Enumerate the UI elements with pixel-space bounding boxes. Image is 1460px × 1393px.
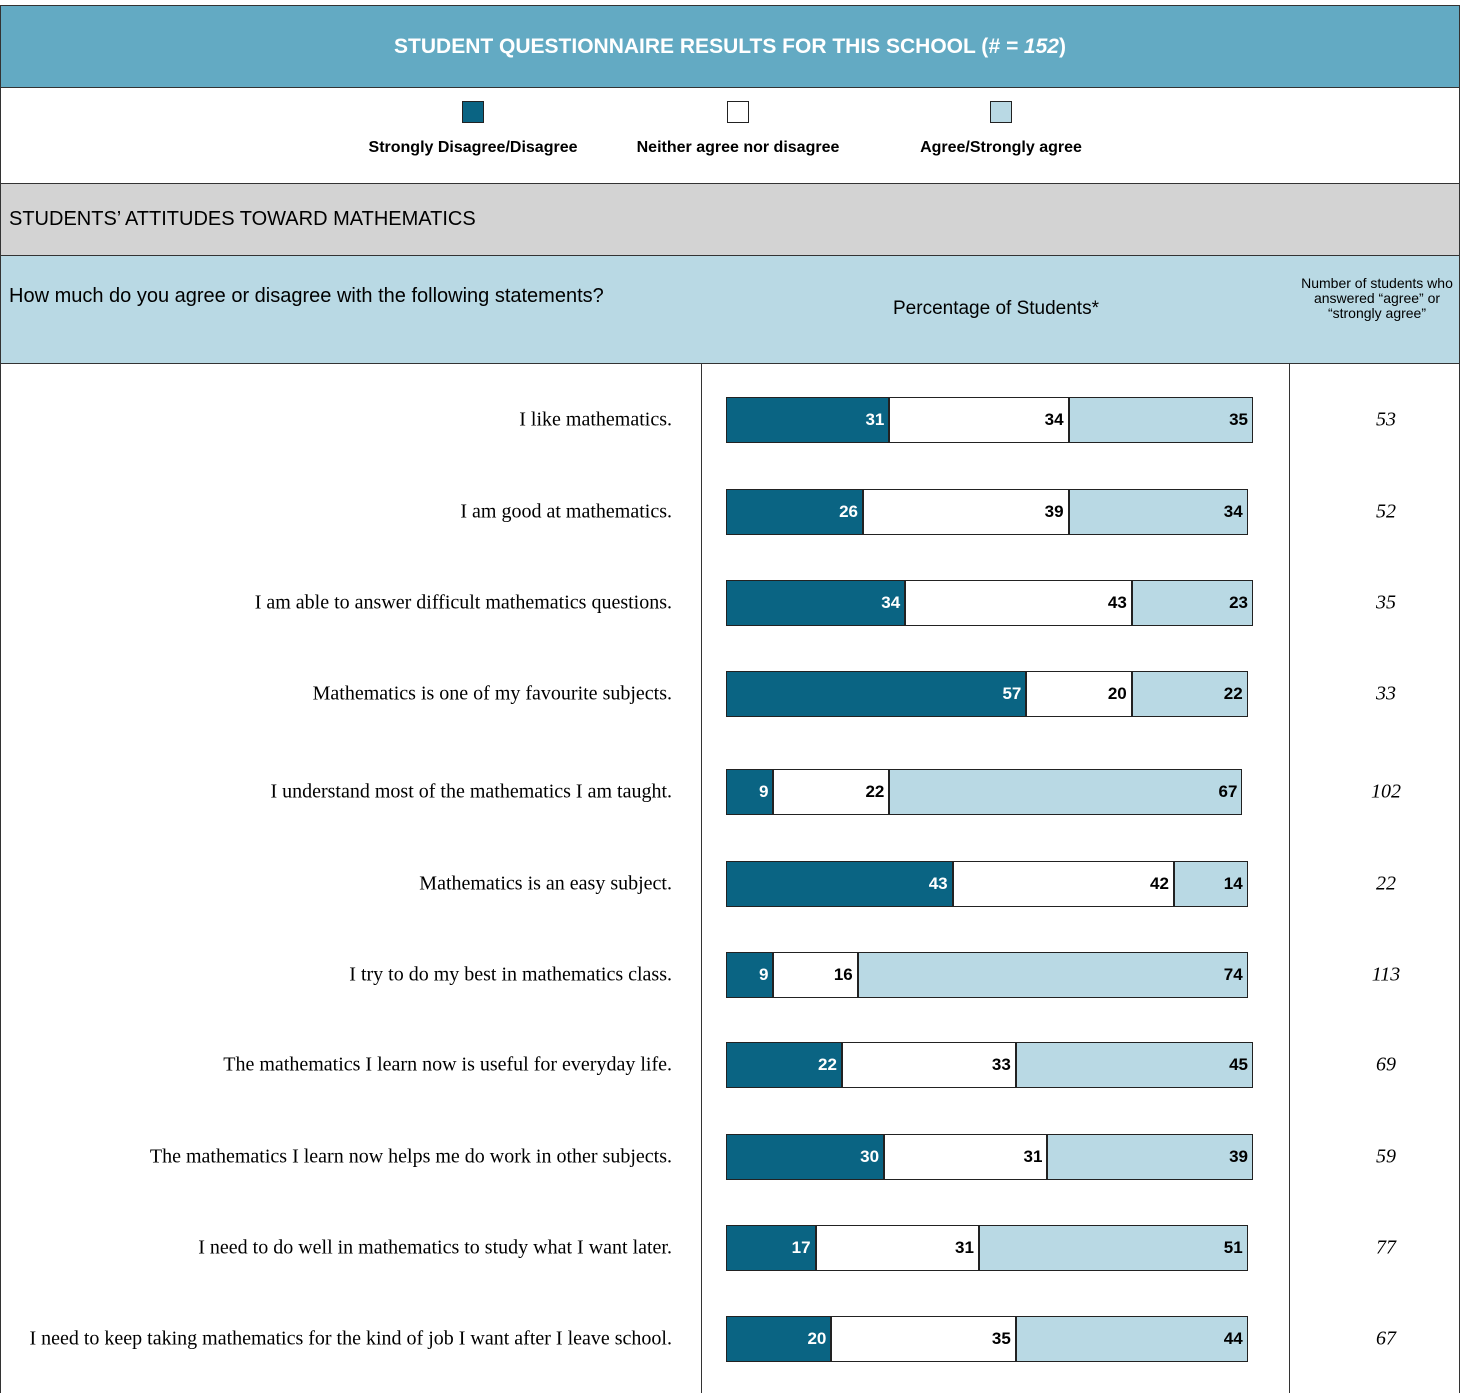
bar-segment: 20 (1026, 671, 1132, 717)
count: 67 (1376, 1327, 1396, 1350)
statement: I need to keep taking mathematics for th… (29, 1327, 672, 1350)
count: 33 (1376, 682, 1396, 705)
legend-swatch (990, 101, 1012, 123)
bar-segment: 34 (726, 580, 906, 626)
statement: I am good at mathematics. (460, 500, 672, 523)
title-close: ) (1058, 34, 1066, 58)
count: 59 (1376, 1145, 1396, 1168)
bar-segment: 16 (773, 952, 858, 998)
bar-segment: 43 (905, 580, 1132, 626)
bar-segment: 17 (726, 1225, 816, 1271)
bar-segment: 57 (726, 671, 1027, 717)
legend-swatch (462, 101, 484, 123)
statement: Mathematics is an easy subject. (419, 872, 672, 895)
statement: The mathematics I learn now is useful fo… (223, 1053, 672, 1076)
bar-segment: 26 (726, 489, 864, 535)
statement: I understand most of the mathematics I a… (270, 780, 672, 803)
statement: I need to do well in mathematics to stud… (198, 1236, 672, 1259)
bar-segment: 23 (1131, 580, 1253, 626)
section-title: STUDENTS’ ATTITUDES TOWARD MATHEMATICS (0, 184, 1460, 256)
bar-segment: 35 (1068, 397, 1253, 443)
bar-segment: 9 (726, 769, 774, 815)
statement: I try to do my best in mathematics class… (349, 963, 672, 986)
count: 113 (1371, 963, 1401, 986)
bar-segment: 35 (831, 1316, 1016, 1362)
count: 102 (1371, 780, 1401, 803)
bar-segment: 22 (1131, 671, 1248, 717)
bar-segment: 20 (726, 1316, 832, 1362)
bar-segment: 34 (889, 397, 1069, 443)
count: 69 (1376, 1053, 1396, 1076)
bar-segment: 31 (884, 1134, 1048, 1180)
count: 22 (1376, 872, 1396, 895)
count: 35 (1376, 591, 1396, 614)
bar-segment: 22 (773, 769, 890, 815)
bar-segment: 33 (841, 1042, 1016, 1088)
statement: I am able to answer difficult mathematic… (254, 591, 672, 614)
divider (1289, 364, 1290, 1393)
bar-segment: 45 (1015, 1042, 1253, 1088)
bar-segment: 39 (863, 489, 1069, 535)
legend-label: Agree/Strongly agree (920, 139, 1082, 156)
bar-segment: 39 (1047, 1134, 1253, 1180)
header: STUDENT QUESTIONNAIRE RESULTS FOR THIS S… (0, 5, 1460, 88)
bar-segment: 44 (1015, 1316, 1248, 1362)
count: 77 (1376, 1236, 1396, 1259)
bar-segment: 30 (726, 1134, 885, 1180)
bar-segment: 34 (1068, 489, 1248, 535)
count: 53 (1376, 408, 1396, 431)
bar-segment: 74 (857, 952, 1248, 998)
bar-segment: 67 (889, 769, 1243, 815)
bar-segment: 42 (952, 861, 1174, 907)
statement: The mathematics I learn now helps me do … (149, 1145, 672, 1168)
statement: I like mathematics. (519, 408, 672, 431)
count-header: Number of students who answered “agree” … (1301, 275, 1453, 321)
legend-swatch (727, 101, 749, 123)
title-count: # = 152 (988, 34, 1059, 58)
statement: Mathematics is one of my favourite subje… (312, 682, 672, 705)
divider (701, 364, 702, 1393)
bar-segment: 31 (815, 1225, 979, 1271)
question-header: How much do you agree or disagree with t… (9, 285, 604, 307)
legend-label: Strongly Disagree/Disagree (368, 139, 578, 156)
legend: Strongly Disagree/Disagree Neither agree … (0, 88, 1460, 184)
bar-segment: 51 (978, 1225, 1248, 1271)
bar-segment: 43 (726, 861, 953, 907)
rows: I like mathematics. 31 34 35 53 I am good at … (0, 364, 1460, 1393)
title: STUDENT QUESTIONNAIRE RESULTS FOR THIS S… (394, 34, 989, 58)
percentage-header: Percentage of Students* (893, 298, 1099, 319)
bar-segment: 9 (726, 952, 774, 998)
column-header: How much do you agree or disagree with t… (0, 256, 1460, 364)
bar-segment: 31 (726, 397, 890, 443)
legend-label: Neither agree nor disagree (636, 139, 840, 156)
bar-segment: 22 (726, 1042, 842, 1088)
count: 52 (1376, 500, 1396, 523)
bar-segment: 14 (1173, 861, 1248, 907)
